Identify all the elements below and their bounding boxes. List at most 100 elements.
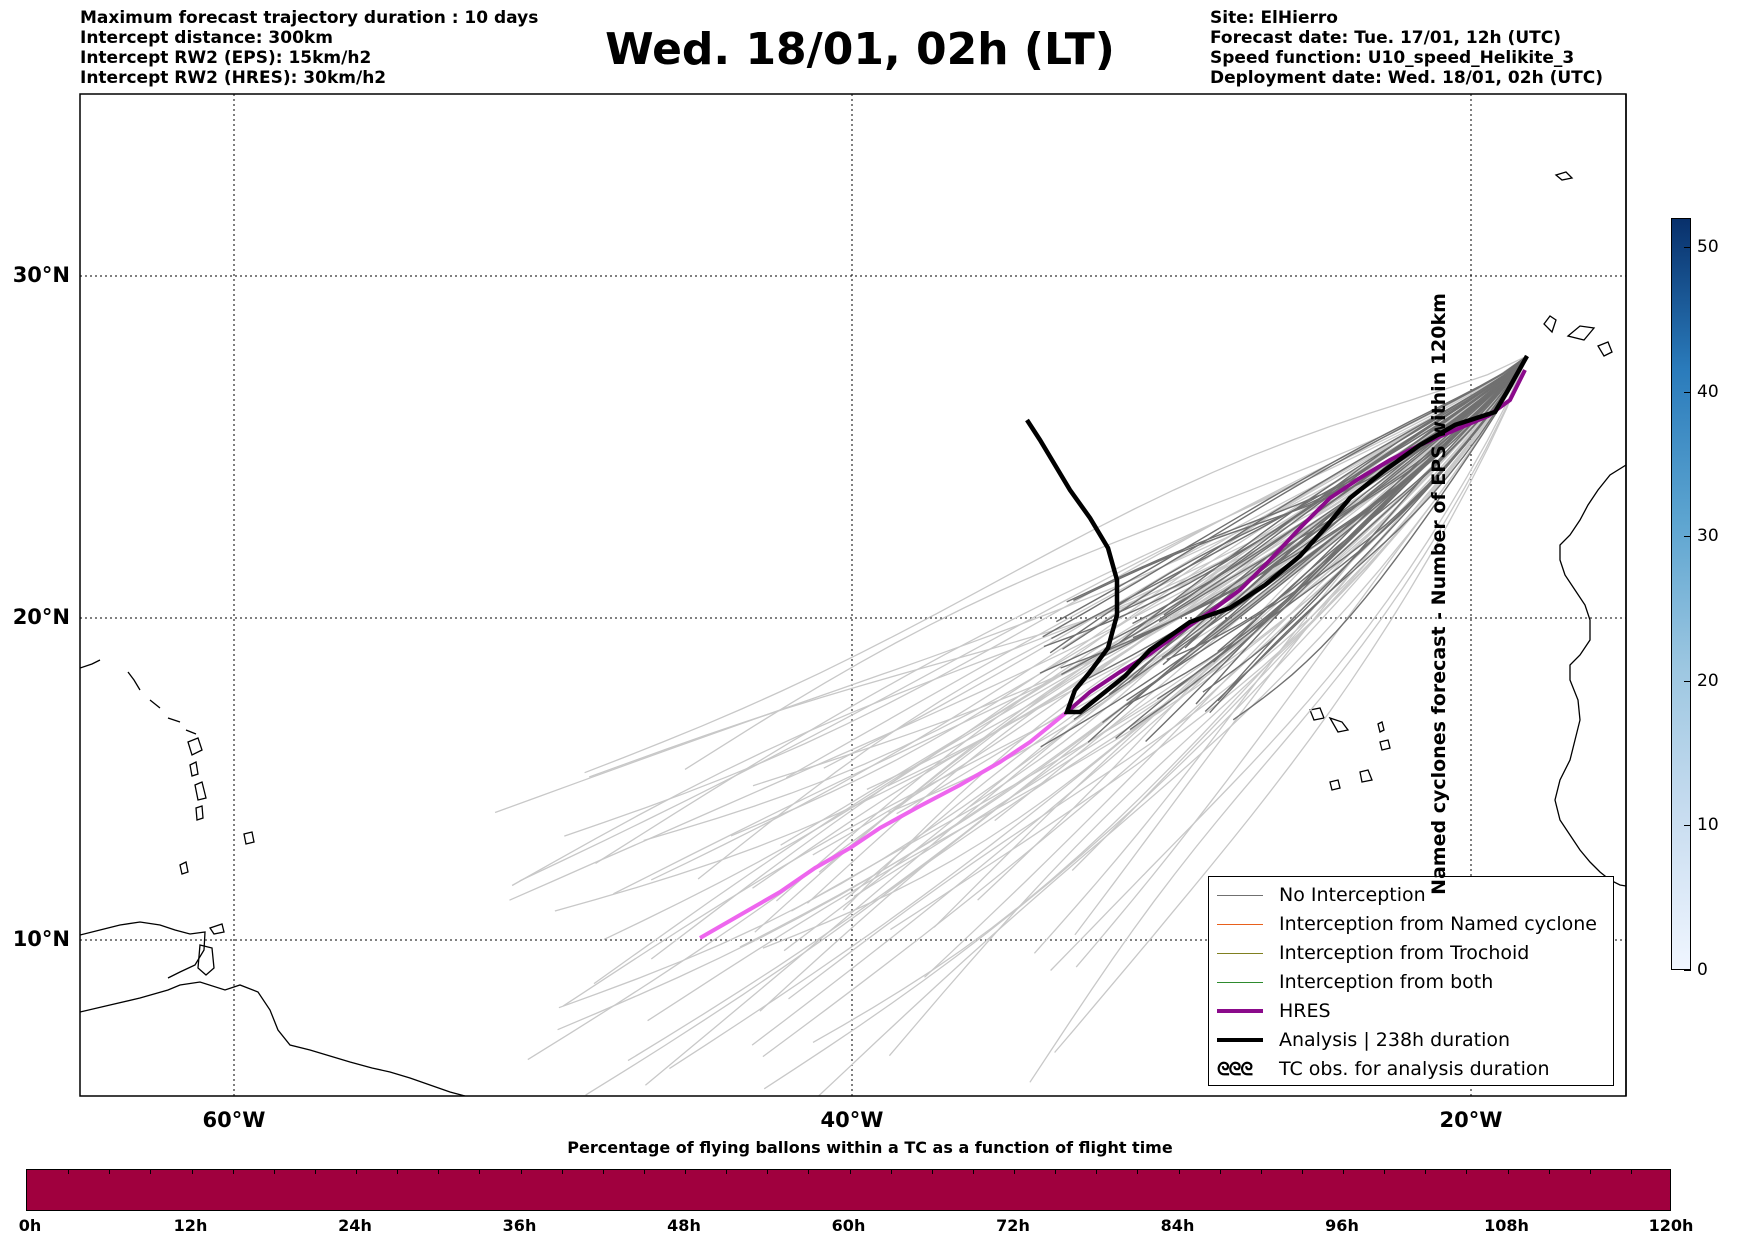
time-bar-tick-label: 96h [1325,1216,1359,1235]
island-cape-verde-3 [1379,739,1391,751]
time-bar-minor-tick [356,1170,357,1174]
legend-swatch-hres [1217,1009,1263,1013]
time-bar-tick-label: 36h [502,1216,537,1235]
time-bar-minor-tick [1260,1170,1262,1174]
time-bar-minor-tick [767,1170,769,1174]
speed-function-text: Speed function: U10_speed_Helikite_3 [1210,48,1575,68]
eps-trajectory-light [562,355,1528,1007]
time-bar-minor-tick [602,1170,604,1174]
cyclone-symbol-icon: ᘓᘓᘓ [1217,1058,1253,1080]
legend-swatch-trochoid [1217,952,1263,954]
time-bar-minor-tick [1548,1170,1550,1174]
time-bar-tick-label: 48h [667,1216,701,1235]
legend-item-hres: HRES [1217,997,1331,1025]
time-bar-tick-label: 108h [1484,1216,1529,1235]
eps-trajectory-dark [1061,355,1528,676]
time-bar-minor-tick [808,1170,810,1174]
colorbar-tick-mark [1684,391,1691,393]
island-martinique [194,781,207,801]
legend-item-no-interception: No Interception [1217,881,1426,909]
legend-swatch-named-cyclone [1217,923,1263,925]
legend-label-tc-obs: TC obs. for analysis duration [1279,1058,1550,1080]
eps-trajectory-light [595,355,1528,864]
island-madeira [1554,171,1574,181]
eps-trajectory-dark [1115,355,1528,615]
eps-trajectory-light [817,355,1528,1096]
time-bar-minor-tick [479,1170,481,1174]
legend-label-hres: HRES [1279,1000,1331,1022]
time-bar-minor-tick [685,1170,686,1174]
time-bar-minor-tick [191,1170,193,1174]
colorbar-tick-label: 50 [1697,236,1719,257]
site-text: Site: ElHierro [1210,8,1338,28]
colorbar-tick-label: 40 [1697,381,1719,402]
eps-trajectory-dark [1040,355,1528,748]
eps-trajectory-light [1050,355,1528,971]
time-bar-minor-tick [1137,1170,1139,1174]
time-bar-tick-label: 0h [18,1216,42,1235]
eps-trajectory-dark [1066,355,1528,603]
legend-item-both: Interception from both [1217,968,1493,996]
legend-swatch-analysis [1217,1038,1263,1042]
eps-trajectory-light [650,355,1528,881]
island-tobago [208,923,225,935]
time-bar-minor-tick [1425,1170,1427,1174]
time-bar-minor-tick [1507,1170,1509,1174]
eps-trajectory-light [1054,355,1528,1053]
time-bar-minor-tick [1589,1170,1591,1174]
legend-item-named-cyclone: Interception from Named cyclone [1217,910,1597,938]
eps-trajectory-light [584,355,1528,774]
deployment-date-text: Deployment date: Wed. 18/01, 02h (UTC) [1210,68,1604,88]
island-barbados [243,831,255,845]
island-grenada [179,861,189,875]
eps-trajectory-dark [1162,355,1528,666]
legend-label-no-interception: No Interception [1279,884,1426,906]
eps-trajectory-dark [1062,355,1528,650]
legend-item-tc-obs: ᘓᘓᘓ TC obs. for analysis duration [1217,1055,1550,1083]
lat-label-10n: 10°N [12,927,70,951]
eps-trajectory-light [1075,355,1528,968]
eps-trajectory-dark [1209,355,1528,714]
island-canary-2 [1566,325,1596,341]
time-bar-minor-tick [726,1170,728,1174]
coastlines [80,171,1626,1096]
time-bar-minor-tick [1466,1170,1468,1174]
island-cape-verde-1 [1309,707,1325,721]
eps-trajectory-light [603,355,1528,940]
map-legend: No Interception Interception from Named … [1208,876,1614,1086]
lon-label-40w: 40°W [820,1108,884,1132]
time-bar-tick-label: 60h [831,1216,866,1235]
eps-trajectory-dark [1119,355,1528,644]
eps-trajectory-light [669,355,1528,1070]
colorbar-tick-label: 20 [1697,670,1719,691]
colorbar-label-text: Named cyclones forecast - Number of EPS … [1428,293,1451,895]
legend-label-named-cyclone: Interception from Named cyclone [1279,913,1597,935]
eps-trajectory-dark [1055,355,1528,623]
eps-trajectory-light [509,355,1528,901]
island-cape-verde-6 [1377,721,1385,733]
time-bar-minor-tick [397,1170,399,1174]
legend-item-trochoid: Interception from Trochoid [1217,939,1529,967]
lat-label-30n: 30°N [12,263,70,287]
island-dominica [189,761,199,777]
colorbar-tick-mark [1684,680,1691,682]
time-bar-minor-tick [314,1170,316,1174]
time-bar-minor-tick [849,1170,851,1174]
eps-trajectory-light [730,355,1528,837]
time-bar-minor-tick [68,1170,70,1174]
time-bar-minor-tick [273,1170,275,1174]
intercept-hres-text: Intercept RW2 (HRES): 30km/h2 [80,68,387,88]
coast-venezuela-north [80,921,206,979]
colorbar-tick-mark [1684,536,1691,538]
time-bar-minor-tick [1055,1170,1057,1174]
time-bar-minor-tick [1219,1170,1221,1174]
eps-trajectory-dark [1051,355,1528,640]
max-duration-text: Maximum forecast trajectory duration : 1… [80,8,539,28]
eps-trajectory-light [511,355,1528,887]
time-bar-minor-tick [561,1170,563,1174]
colorbar-tick-mark [1684,970,1691,971]
coast-south-america [80,981,466,1096]
island-cape-verde-4 [1359,769,1373,783]
intercept-distance-text: Intercept distance: 300km [80,28,333,48]
